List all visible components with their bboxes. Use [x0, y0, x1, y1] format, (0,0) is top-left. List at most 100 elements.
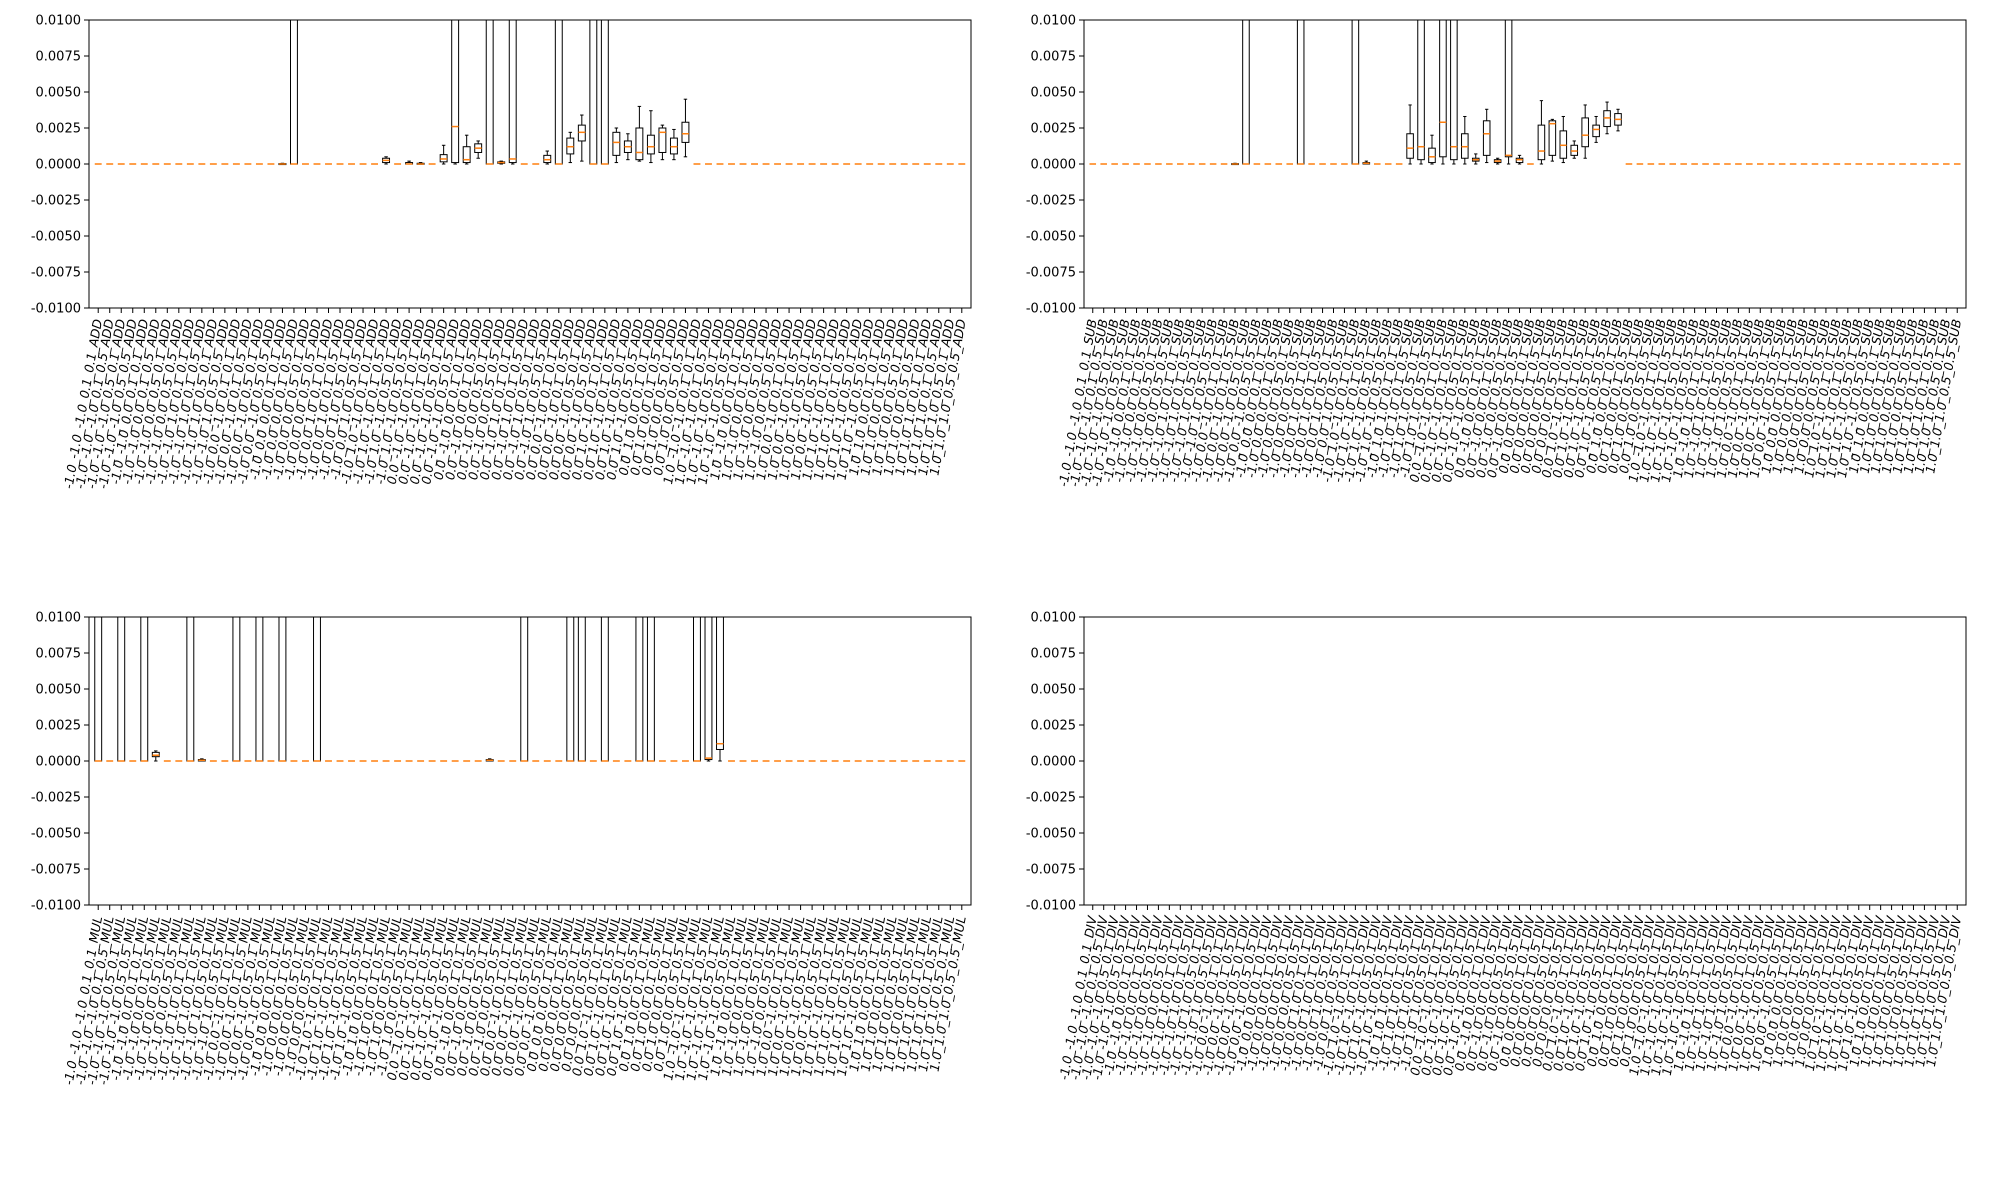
box-46 [623, 133, 632, 161]
box-51 [681, 98, 690, 158]
box-33 [474, 140, 483, 159]
y-tick-label: 0.0100 [36, 14, 82, 29]
box-13 [1231, 162, 1239, 166]
box-44 [600, 20, 609, 165]
box-body [232, 617, 241, 762]
box-body [646, 134, 655, 155]
box-25 [1362, 160, 1371, 165]
y-tick-label: -0.0050 [31, 230, 81, 245]
y-tick-label: -0.0050 [1026, 827, 1076, 842]
y-tick-label: 0.0025 [36, 719, 82, 734]
box-19 [1296, 20, 1305, 165]
box-43 [589, 20, 598, 165]
box-body [693, 617, 701, 762]
box-31 [451, 20, 460, 165]
y-tick-label: 0.0000 [36, 755, 82, 770]
y-tick-label: -0.0050 [31, 827, 81, 842]
y-tick-label: -0.0050 [1026, 230, 1076, 245]
box-45 [612, 127, 621, 164]
box-body [1548, 120, 1557, 156]
box-body [140, 617, 149, 762]
box-31 [1428, 134, 1436, 165]
box-43 [1559, 115, 1568, 164]
box-39 [1515, 154, 1524, 165]
box-4 [140, 617, 149, 762]
box-42 [577, 617, 586, 762]
y-tick-label: -0.0075 [1026, 266, 1076, 281]
panel-sub: 0.0100 0.0075 0.0050 0.0025 0.0000 -0.0025 -0.… [1026, 14, 1967, 488]
box-37 [1493, 157, 1502, 165]
y-tick-label: 0.0100 [1031, 611, 1077, 626]
box-25 [382, 156, 391, 165]
box-body [186, 617, 195, 762]
box-body [681, 121, 690, 143]
box-body [255, 617, 264, 762]
box-body [1581, 117, 1589, 148]
box-body [1450, 20, 1458, 161]
y-tick-label: -0.0100 [1026, 302, 1076, 317]
boxes [94, 617, 966, 762]
y-tick-label: 0.0050 [1031, 86, 1077, 101]
box-47 [1603, 101, 1611, 135]
box-body [1482, 120, 1491, 156]
box-45 [1581, 104, 1589, 159]
box-41 [1537, 100, 1546, 165]
box-body [1428, 147, 1436, 164]
box-17 [290, 20, 298, 165]
box-body [600, 20, 609, 165]
box-44 [1570, 140, 1579, 159]
y-tick-label: 0.0075 [1031, 50, 1077, 65]
box-12 [232, 617, 241, 762]
plot-frame [1083, 19, 1967, 309]
y-tick-label: 0.0100 [36, 611, 82, 626]
panel-add: 0.0100 0.0075 0.0050 0.0025 0.0000 -0.0025 -0.… [31, 14, 972, 490]
box-body [658, 127, 667, 153]
box-body [1296, 20, 1305, 165]
box-0 [94, 617, 103, 762]
y-tick-label: -0.0075 [31, 863, 81, 878]
box-body [508, 20, 517, 164]
box-body [612, 131, 621, 156]
box-body [646, 617, 655, 762]
y-tick-label: -0.0100 [1026, 899, 1076, 914]
box-19 [313, 617, 321, 762]
box-46 [1592, 115, 1600, 143]
box-30 [1417, 20, 1425, 165]
box-24 [1351, 20, 1360, 165]
box-body [313, 617, 321, 762]
box-48 [1614, 108, 1622, 132]
y-tick-label: 0.0050 [36, 86, 82, 101]
box-30 [439, 144, 448, 165]
plot-frame [88, 616, 972, 906]
box-body [635, 617, 644, 762]
box-48 [646, 110, 655, 164]
box-8 [186, 617, 195, 762]
panel-div: 0.0100 0.0075 0.0050 0.0025 0.0000 -0.0025 -0.… [1026, 611, 1967, 1081]
box-body [1439, 20, 1447, 158]
y-tick-label: 0.0050 [36, 683, 82, 698]
box-body [589, 20, 598, 165]
box-32 [462, 134, 471, 165]
box-14 [255, 617, 264, 762]
box-body [704, 617, 713, 761]
box-53 [704, 617, 713, 762]
box-29 [1406, 104, 1414, 165]
y-tick-label: 0.0100 [1031, 14, 1077, 29]
y-tick-label: -0.0100 [31, 302, 81, 317]
y-tick-label: -0.0025 [1026, 194, 1076, 209]
y-tick-label: -0.0025 [31, 791, 81, 806]
box-48 [646, 617, 655, 762]
box-body [600, 617, 609, 762]
box-body [1504, 20, 1513, 158]
box-35 [1471, 153, 1480, 165]
box-41 [566, 131, 575, 164]
box-body [635, 127, 644, 161]
box-49 [658, 124, 667, 161]
box-38 [1504, 20, 1513, 165]
box-52 [693, 617, 701, 762]
y-tick-label: 0.0050 [1031, 683, 1077, 698]
box-54 [716, 617, 724, 762]
y-tick-label: 0.0000 [36, 158, 82, 173]
box-body [1406, 133, 1414, 159]
